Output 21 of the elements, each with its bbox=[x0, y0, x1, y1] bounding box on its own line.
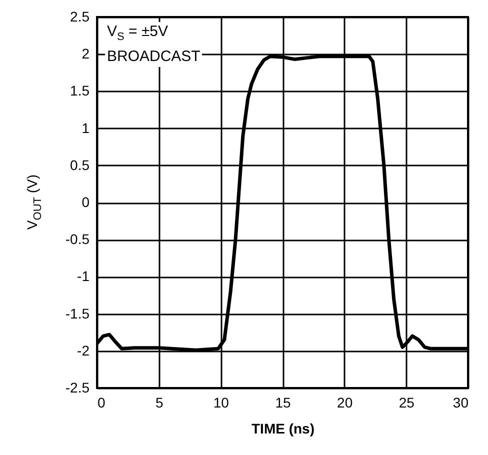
annotation: V$_{S}$ = ±5V bbox=[105, 22, 170, 47]
y-tick-label: 2 bbox=[82, 46, 90, 62]
x-tick-label: 25 bbox=[398, 394, 415, 410]
y-tick-label: -2 bbox=[77, 342, 90, 358]
y-tick-label: -2.5 bbox=[65, 380, 90, 396]
y-tick-label: 1.5 bbox=[70, 82, 90, 99]
x-tick-label: 20 bbox=[337, 394, 353, 410]
x-axis-title: TIME (ns) bbox=[252, 420, 314, 436]
y-tick-label: 0 bbox=[82, 194, 90, 210]
y-tick-label: -1.5 bbox=[65, 305, 90, 322]
y-tick-label: 0.5 bbox=[70, 156, 90, 173]
y-tick-label: 2.5 bbox=[70, 8, 90, 24]
annotation: BROADCAST bbox=[105, 47, 202, 67]
y-tick-label: 1 bbox=[82, 120, 90, 136]
x-tick-label: 10 bbox=[213, 394, 230, 410]
x-tick-label: 15 bbox=[275, 394, 291, 410]
x-tick-label: 0 bbox=[98, 394, 106, 410]
y-tick-label: -1 bbox=[77, 268, 90, 284]
x-tick-label: 5 bbox=[155, 394, 164, 410]
y-tick-label: -0.5 bbox=[65, 231, 90, 248]
x-tick-label: 30 bbox=[452, 394, 469, 410]
